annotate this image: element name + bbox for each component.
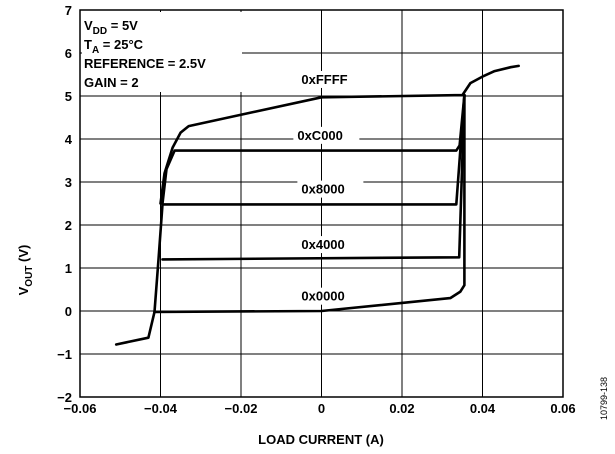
series-line-0xffff: [159, 64, 520, 205]
series-label-background: [297, 287, 364, 305]
x-axis-title: LOAD CURRENT (A): [258, 432, 384, 447]
x-tick-label: −0.04: [144, 401, 178, 416]
x-tick-label: −0.02: [225, 401, 258, 416]
series-labels: 0xFFFF 0xC000 0x8000 0x4000 0x0000: [293, 70, 364, 305]
condition-line: TA = 25°C: [84, 37, 144, 56]
x-tick-label: 0.04: [470, 401, 496, 416]
series-line-0x4000: [161, 93, 466, 261]
condition-line: REFERENCE = 2.5V: [84, 56, 206, 71]
plot-frame: [79, 9, 564, 398]
x-tick-label: 0.02: [389, 401, 414, 416]
x-tick-label: −0.06: [64, 401, 97, 416]
series-label-background: [297, 180, 364, 198]
y-tick-label: 3: [65, 175, 72, 190]
y-tick-label: −1: [57, 347, 72, 362]
series-line-0x0000: [114, 93, 466, 346]
series-label-0x8000: 0x8000: [301, 182, 344, 197]
y-tick-label: 1: [65, 261, 72, 276]
y-tick-label: 5: [65, 89, 72, 104]
series-curves: [114, 64, 520, 346]
y-axis-title: VOUT (V): [16, 245, 35, 296]
series-label-0x0000: 0x0000: [301, 289, 344, 304]
y-tick-label: 4: [65, 132, 73, 147]
series-line-0x8000: [161, 93, 466, 206]
series-line-shared-transition: [153, 203, 164, 314]
series-label-background: [293, 126, 360, 144]
y-tick-label: 0: [65, 304, 72, 319]
condition-line: VDD = 5V: [84, 18, 138, 37]
condition-line: GAIN = 2: [84, 75, 139, 90]
series-label-0xc000: 0xC000: [297, 128, 343, 143]
figure-id: 10799-138: [599, 377, 609, 420]
x-tick-label: 0.06: [550, 401, 575, 416]
series-label-0x4000: 0x4000: [301, 237, 344, 252]
series-label-background: [297, 70, 364, 88]
y-tick-label: 2: [65, 218, 72, 233]
series-label-background: [297, 236, 364, 254]
conditions-background: [82, 12, 242, 92]
x-tick-label: 0: [318, 401, 325, 416]
y-tick-label: −2: [57, 390, 72, 405]
y-tick-label: 7: [65, 3, 72, 18]
tick-labels: −0.06 −0.04 −0.02 0 0.02 0.04 0.06 −2 −1 0 1 2 3 4 5 6 7: [57, 3, 575, 416]
y-tick-label: 6: [65, 46, 72, 61]
series-label-0xffff: 0xFFFF: [301, 72, 347, 87]
